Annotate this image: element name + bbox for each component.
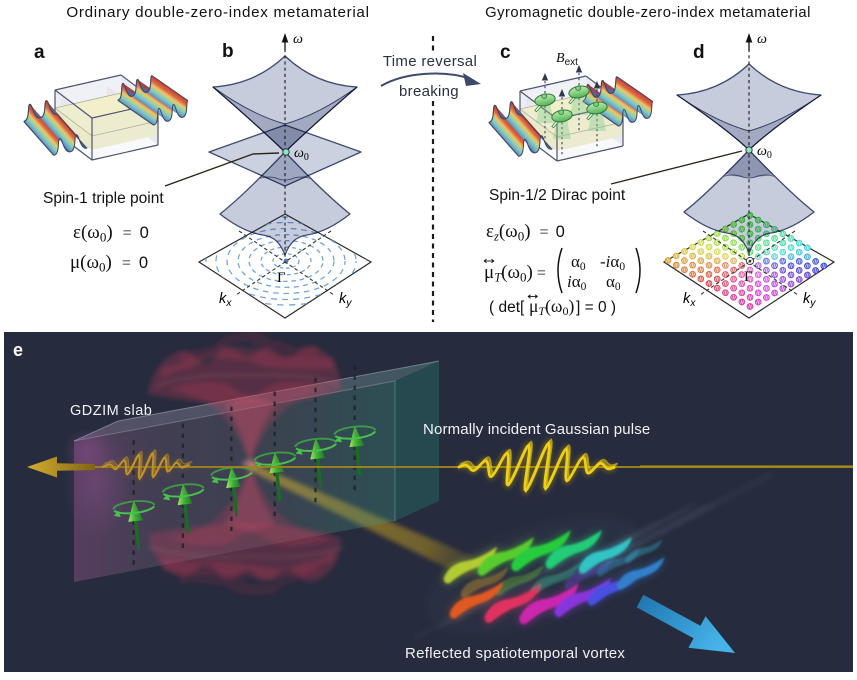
svg-text:b: b [222,41,234,62]
svg-text:εz(ω0) = 0: εz(ω0) = 0 [486,221,565,244]
svg-text:ω: ω [293,32,303,47]
svg-text:μT(ω0): μT(ω0) [529,296,574,318]
svg-text:Reflected spatiotemporal vorte: Reflected spatiotemporal vortex [405,645,625,662]
svg-text:μ(ω0) = 0: μ(ω0) = 0 [70,252,148,275]
svg-text:d: d [693,42,705,63]
svg-text:Γ: Γ [277,270,286,286]
svg-text:ω: ω [757,32,767,47]
svg-text:breaking: breaking [399,83,459,100]
svg-text:( det[: ( det[ [489,299,525,316]
svg-text:] = 0 ): ] = 0 ) [576,299,616,316]
svg-text:Spin-1/2 Dirac point: Spin-1/2 Dirac point [489,187,626,204]
svg-text:a: a [34,42,45,63]
svg-text:c: c [500,42,511,63]
svg-text:Gyromagnetic double-zero-index: Gyromagnetic double-zero-index metamater… [485,5,811,21]
svg-text:ε(ω0) = 0: ε(ω0) = 0 [73,222,149,245]
svg-text:Ordinary double-zero-index met: Ordinary double-zero-index metamaterial [66,4,369,21]
svg-text:-iα0: -iα0 [600,252,625,273]
svg-text:Γ: Γ [744,269,753,285]
svg-text:GDZIM slab: GDZIM slab [70,403,152,419]
svg-text:e: e [13,340,23,360]
svg-text:Normally incident Gaussian pul: Normally incident Gaussian pulse [423,421,650,438]
svg-text:Spin-1 triple point: Spin-1 triple point [43,190,164,207]
svg-text:Time reversal: Time reversal [383,53,477,70]
svg-text:μT(ω0)=: μT(ω0) = [484,262,546,285]
